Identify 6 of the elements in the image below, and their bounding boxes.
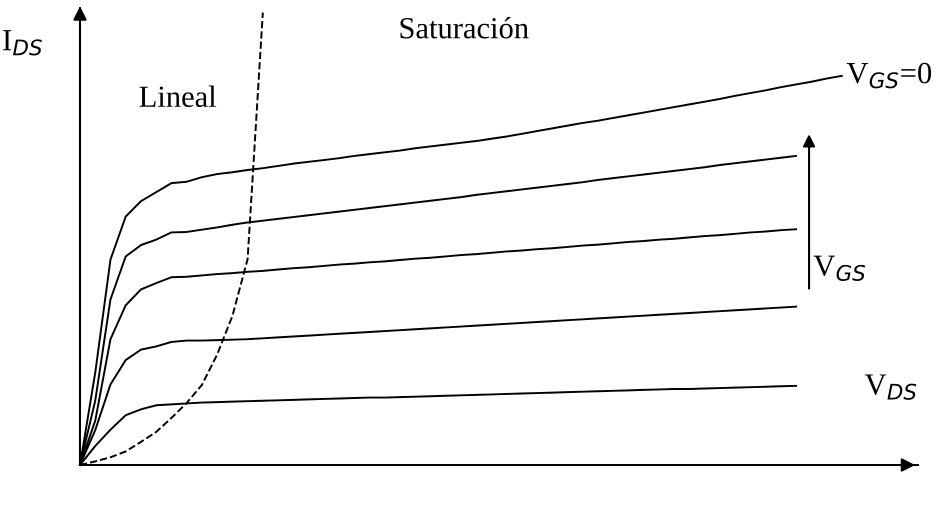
annotation: Saturación	[400, 16, 529, 38]
x-axis-title: V$_{DS}$	[864, 374, 916, 400]
series-label: V$_{GS}$=0	[846, 62, 932, 88]
y-axis-title: I$_{DS}$	[3, 30, 42, 56]
annotation: Lineal	[140, 86, 216, 108]
annotation: V$_{GS}$	[814, 256, 866, 281]
